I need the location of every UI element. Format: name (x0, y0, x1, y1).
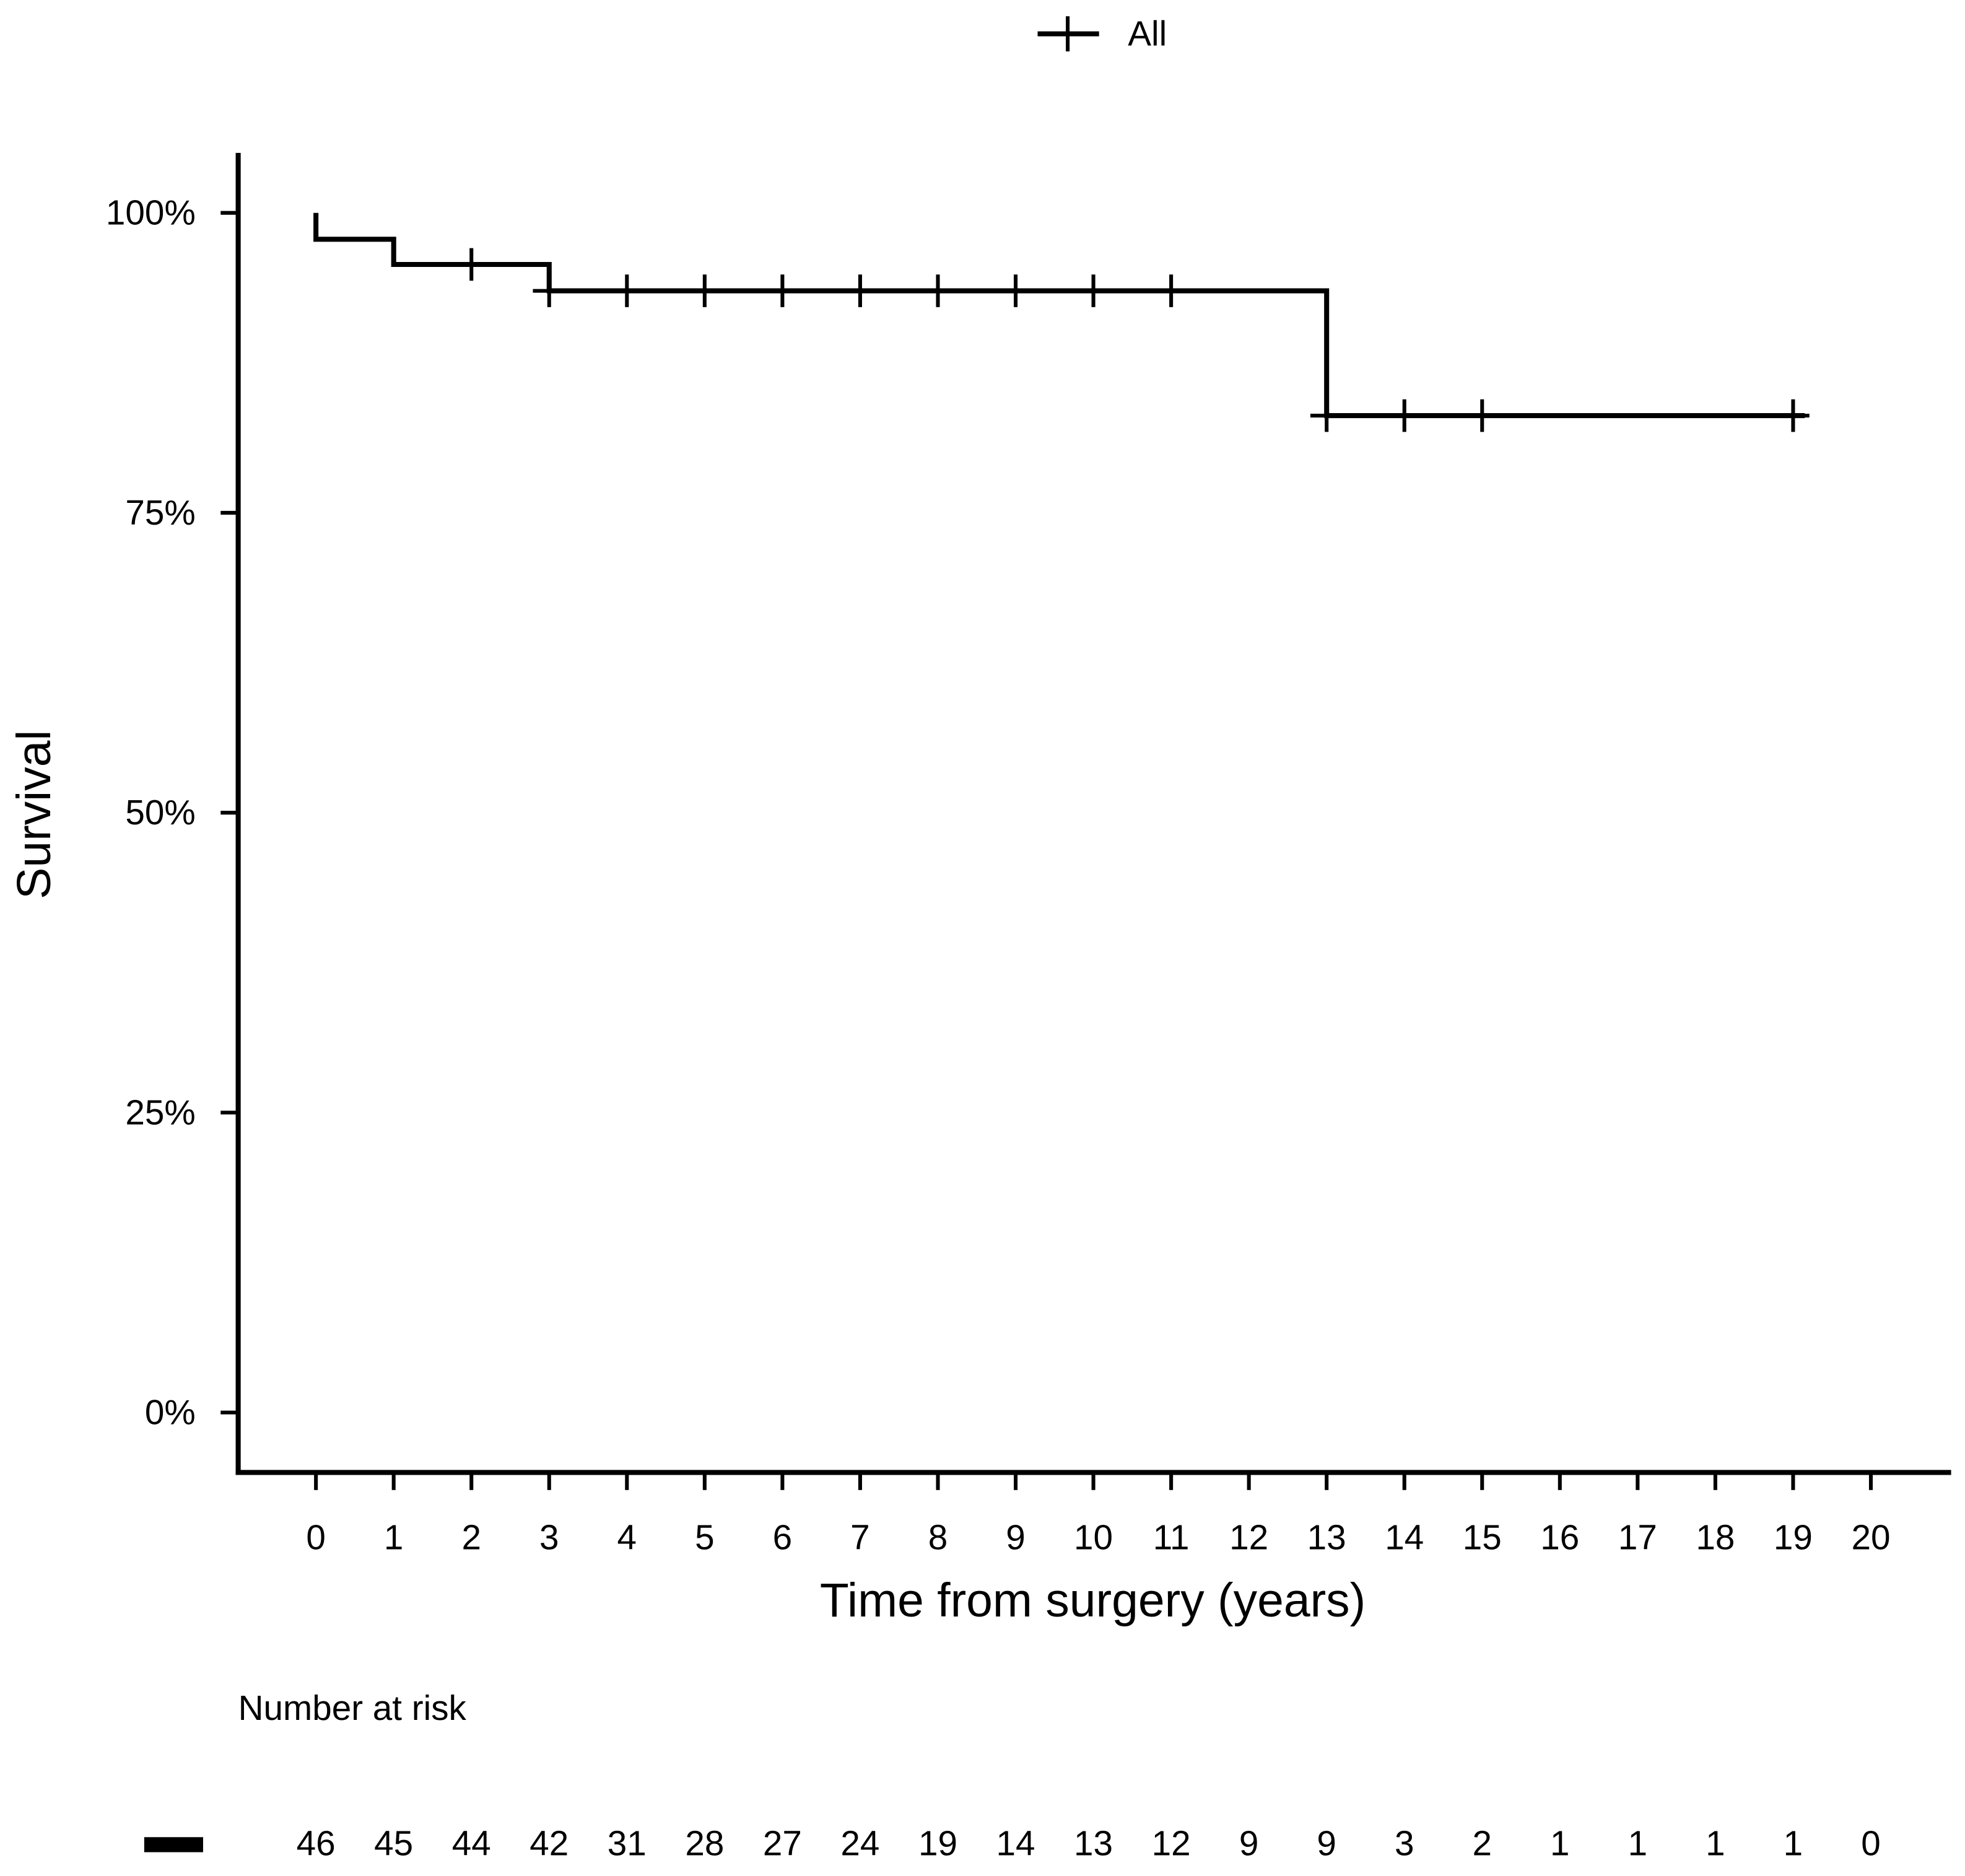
x-tick-label: 2 (461, 1519, 481, 1558)
censor-mark (688, 274, 721, 307)
y-tick-label: 25% (125, 1093, 195, 1132)
y-axis-title: Survival (7, 730, 61, 899)
y-tick-label: 100% (106, 194, 196, 233)
censor-mark (999, 274, 1032, 307)
risk-table-swatch (144, 1837, 203, 1852)
censor-mark (843, 274, 877, 307)
x-tick-label: 11 (1153, 1519, 1190, 1558)
y-tick-label: 0% (145, 1394, 196, 1433)
risk-count: 24 (840, 1824, 879, 1863)
risk-count: 3 (1395, 1824, 1414, 1863)
censor-mark (1388, 399, 1421, 432)
x-tick-label: 6 (773, 1519, 793, 1558)
x-tick-label: 17 (1618, 1519, 1657, 1558)
risk-count: 13 (1074, 1824, 1113, 1863)
x-tick-label: 7 (850, 1519, 870, 1558)
risk-count: 1 (1706, 1824, 1725, 1863)
x-tick-label: 1 (384, 1519, 404, 1558)
risk-count: 46 (297, 1824, 336, 1863)
censor-mark (922, 274, 954, 307)
survival-line (313, 212, 1805, 419)
x-tick-label: 5 (695, 1519, 715, 1558)
x-tick-label: 4 (617, 1519, 637, 1558)
risk-count: 1 (1550, 1824, 1570, 1863)
x-tick-label: 8 (928, 1519, 948, 1558)
risk-count: 14 (996, 1824, 1035, 1863)
risk-count: 9 (1239, 1824, 1259, 1863)
risk-count: 0 (1861, 1824, 1881, 1863)
x-tick-label: 19 (1774, 1519, 1813, 1558)
x-tick-label: 16 (1540, 1519, 1579, 1558)
risk-count: 9 (1317, 1824, 1336, 1863)
x-tick-label: 13 (1307, 1519, 1346, 1558)
censor-mark (1777, 399, 1810, 432)
censor-mark (611, 274, 643, 307)
risk-count: 27 (763, 1824, 802, 1863)
x-tick-label: 3 (539, 1519, 559, 1558)
censor-mark (1465, 399, 1499, 432)
censor-mark (533, 274, 566, 307)
x-tick-label: 12 (1229, 1519, 1268, 1558)
risk-count: 2 (1473, 1824, 1492, 1863)
x-tick-label: 0 (306, 1519, 326, 1558)
risk-count: 28 (685, 1824, 724, 1863)
risk-count: 1 (1628, 1824, 1648, 1863)
risk-table-title: Number at risk (238, 1689, 467, 1728)
x-tick-label: 18 (1696, 1519, 1735, 1558)
risk-count: 44 (452, 1824, 491, 1863)
x-tick-label: 20 (1851, 1519, 1890, 1558)
y-tick-label: 75% (125, 494, 195, 533)
censor-mark (766, 274, 799, 307)
censor-mark (1077, 274, 1110, 307)
x-axis-title: Time from surgery (years) (820, 1574, 1366, 1627)
legend-label: All (1128, 15, 1167, 54)
censor-mark (455, 248, 488, 281)
y-tick-label: 50% (125, 793, 195, 832)
risk-count: 31 (608, 1824, 647, 1863)
risk-count: 19 (918, 1824, 957, 1863)
censor-mark (1310, 399, 1343, 432)
x-tick-label: 9 (1006, 1519, 1026, 1558)
risk-count: 1 (1784, 1824, 1803, 1863)
x-tick-label: 15 (1463, 1519, 1502, 1558)
risk-count: 12 (1152, 1824, 1191, 1863)
risk-count: 42 (529, 1824, 569, 1863)
x-tick-label: 14 (1385, 1519, 1424, 1558)
censor-mark (1154, 274, 1188, 307)
x-tick-label: 10 (1074, 1519, 1113, 1558)
risk-count: 45 (374, 1824, 413, 1863)
